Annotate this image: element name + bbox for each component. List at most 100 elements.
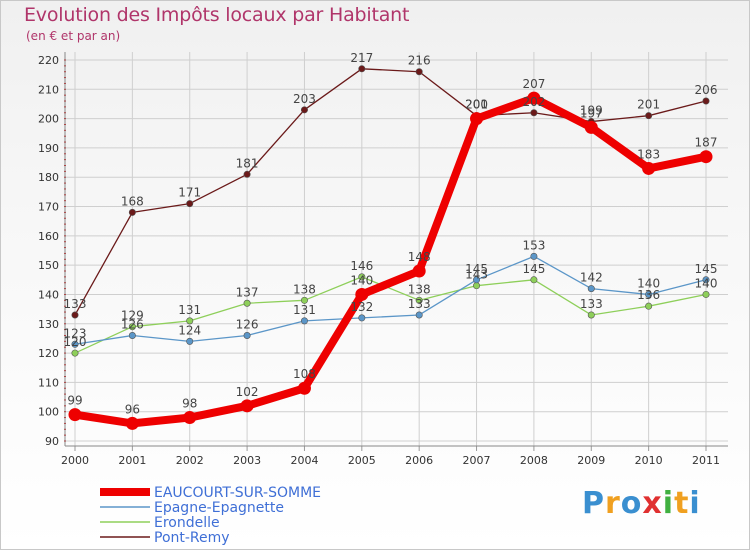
data-label: 102	[236, 385, 259, 399]
data-label: 206	[695, 83, 718, 97]
data-label: 140	[350, 273, 373, 287]
data-point	[128, 323, 136, 331]
data-point	[186, 337, 194, 345]
logo-letter: r	[605, 486, 621, 521]
data-point	[358, 65, 366, 73]
data-label: 129	[121, 309, 144, 323]
data-label: 124	[178, 323, 201, 337]
data-point	[642, 161, 656, 175]
data-point	[68, 408, 82, 422]
y-tick-label: 220	[38, 54, 59, 67]
logo-letter: P	[582, 486, 605, 521]
data-point	[473, 276, 481, 284]
data-point	[183, 411, 197, 425]
logo-letter: t	[674, 486, 690, 521]
y-tick-label: 180	[38, 171, 59, 184]
data-point	[186, 200, 194, 208]
data-point	[473, 282, 481, 290]
data-point	[243, 299, 251, 307]
data-point	[415, 311, 423, 319]
data-label: 197	[580, 106, 603, 120]
proxiti-logo: Proxiti	[582, 486, 701, 521]
data-label: 201	[637, 98, 660, 112]
data-label: 153	[522, 238, 545, 252]
data-label: 216	[408, 54, 431, 68]
y-tick-label: 120	[38, 347, 59, 360]
data-point	[702, 290, 710, 298]
y-tick-label: 210	[38, 83, 59, 96]
data-point	[645, 290, 653, 298]
legend-label: Erondelle	[154, 515, 220, 531]
data-point	[240, 399, 254, 413]
data-label: 145	[522, 262, 545, 276]
data-label: 131	[178, 303, 201, 317]
legend: EAUCOURT-SUR-SOMMEEpagne-EpagnetteEronde…	[100, 485, 321, 546]
data-label: 202	[522, 95, 545, 109]
data-label: 140	[695, 276, 718, 290]
data-point	[300, 106, 308, 114]
data-point	[358, 314, 366, 322]
data-label: 203	[293, 92, 316, 106]
legend-label: Pont-Remy	[154, 530, 230, 546]
data-point	[587, 285, 595, 293]
data-point	[71, 340, 79, 348]
data-point	[530, 276, 538, 284]
data-label: 201	[465, 98, 488, 112]
x-tick-label: 2011	[692, 454, 720, 467]
data-label: 145	[465, 262, 488, 276]
data-label: 145	[695, 262, 718, 276]
data-point	[415, 296, 423, 304]
x-tick-label: 2009	[577, 454, 605, 467]
data-label: 98	[182, 397, 197, 411]
data-label: 187	[695, 136, 718, 150]
data-label: 148	[408, 250, 431, 264]
data-label: 138	[408, 282, 431, 296]
y-tick-label: 200	[38, 113, 59, 126]
data-label: 120	[64, 335, 87, 349]
series-line-0	[74, 94, 707, 428]
data-point	[645, 302, 653, 310]
series-line-1	[74, 255, 707, 345]
legend-label: EAUCOURT-SUR-SOMME	[154, 485, 321, 501]
y-tick-label: 140	[38, 288, 59, 301]
data-point	[415, 68, 423, 76]
data-label: 207	[522, 77, 545, 91]
data-label: 133	[408, 297, 431, 311]
legend-label: Epagne-Epagnette	[154, 500, 284, 516]
series-lines	[68, 65, 713, 430]
data-label: 143	[465, 268, 488, 282]
data-label: 137	[236, 285, 259, 299]
chart-title: Evolution des Impôts locaux par Habitant	[24, 4, 410, 26]
data-point	[300, 317, 308, 325]
data-label: 131	[293, 303, 316, 317]
x-tick-label: 2008	[520, 454, 548, 467]
y-tick-label: 130	[38, 318, 59, 331]
logo-letter: x	[642, 486, 663, 521]
data-point	[584, 120, 598, 134]
y-tick-label: 190	[38, 142, 59, 155]
data-point	[702, 276, 710, 284]
data-label: 133	[580, 297, 603, 311]
data-point	[243, 331, 251, 339]
data-label: 146	[350, 259, 373, 273]
data-label: 171	[178, 186, 201, 200]
series-line-3	[74, 68, 707, 316]
data-point	[645, 112, 653, 120]
data-label: 99	[67, 394, 82, 408]
data-point	[527, 91, 541, 105]
data-label: 133	[64, 297, 87, 311]
x-tick-label: 2001	[118, 454, 146, 467]
axes: 9010011012013014015016017018019020021022…	[38, 52, 728, 467]
y-tick-label: 100	[38, 406, 59, 419]
logo-letter: i	[689, 486, 701, 521]
data-label: 136	[637, 288, 660, 302]
data-point	[702, 97, 710, 105]
data-point	[530, 109, 538, 117]
data-label: 217	[350, 51, 373, 65]
y-tick-label: 170	[38, 201, 59, 214]
data-point	[71, 311, 79, 319]
data-label: 142	[580, 271, 603, 285]
